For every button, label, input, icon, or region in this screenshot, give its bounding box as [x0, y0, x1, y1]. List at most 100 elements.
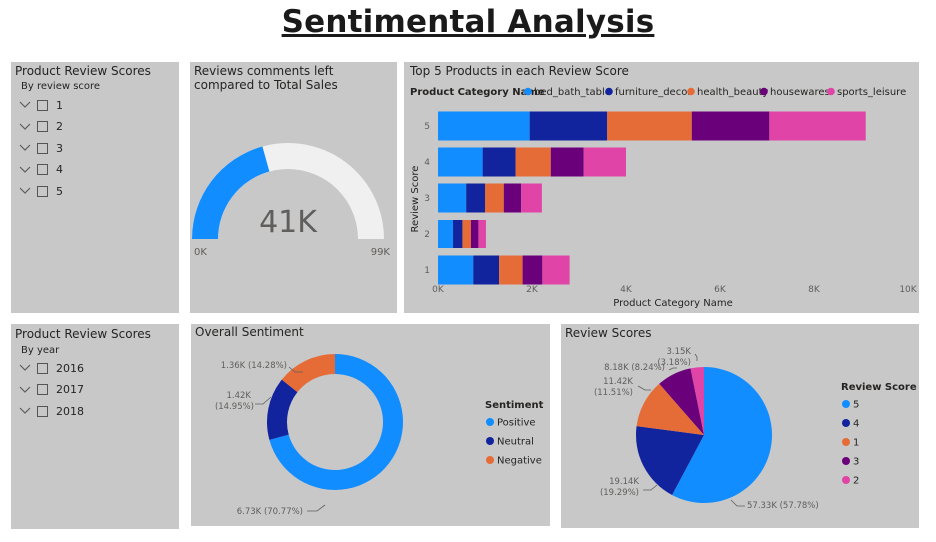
legend-marker	[486, 418, 494, 426]
legend-item[interactable]: health_beauty	[687, 87, 769, 98]
pie-slice[interactable]	[659, 368, 704, 435]
pie-slice[interactable]	[672, 367, 772, 503]
slicer-item-label: 2016	[56, 361, 84, 375]
legend-marker	[842, 419, 850, 427]
slicer-item[interactable]: 2018	[19, 402, 84, 420]
checkbox[interactable]	[37, 405, 48, 417]
checkbox[interactable]	[37, 164, 48, 175]
legend-item[interactable]: 3	[842, 457, 859, 468]
bar-segment[interactable]	[521, 183, 542, 213]
bar-segment[interactable]	[438, 111, 530, 141]
leader-line	[643, 484, 658, 491]
checkbox[interactable]	[37, 384, 48, 395]
legend-label: 1	[853, 438, 859, 449]
bar-segment[interactable]	[453, 220, 463, 248]
bar-segment[interactable]	[499, 255, 523, 285]
checkbox[interactable]	[37, 142, 48, 154]
checkbox[interactable]	[37, 99, 48, 111]
review-scores-pie-chart: 57.33K (57.78%) 19.14K(19.29%) 11.42K(11.5…	[594, 347, 917, 511]
chevron-down-icon[interactable]	[19, 165, 31, 175]
legend-label: furniture_decor	[615, 87, 692, 98]
slicer-item[interactable]: 1	[19, 96, 63, 114]
legend-label: 4	[853, 419, 859, 430]
checkbox[interactable]	[37, 362, 48, 374]
data-label: 1.42K	[227, 391, 252, 401]
chevron-down-icon[interactable]	[19, 406, 31, 416]
legend-item[interactable]: sports_leisure	[827, 87, 906, 98]
legend-item[interactable]: Neutral	[486, 437, 534, 448]
data-label: 19.14K	[609, 477, 639, 487]
chevron-down-icon[interactable]	[19, 122, 31, 132]
pie-slice[interactable]	[267, 379, 298, 440]
bar-segment[interactable]	[503, 183, 522, 213]
legend-item[interactable]: Negative	[486, 456, 542, 467]
legend-item[interactable]: 2	[842, 476, 859, 487]
page-title: Sentimental Analysis	[281, 4, 655, 40]
legend-item[interactable]: 4	[842, 419, 859, 430]
gauge-title: Reviews comments left compared to Total …	[194, 64, 338, 92]
legend-item[interactable]: bed_bath_table	[524, 87, 611, 98]
bar-segment[interactable]	[470, 220, 479, 248]
bar-segment[interactable]	[478, 220, 486, 248]
slicer-item[interactable]: 4	[19, 161, 63, 179]
legend-item[interactable]: housewares	[760, 87, 830, 98]
pie-slice[interactable]	[269, 354, 403, 490]
pie-slice[interactable]	[636, 426, 704, 496]
year-slicer: Product Review Scores By year 2016 2017 20…	[11, 324, 179, 529]
bar-segment[interactable]	[515, 147, 551, 177]
bar-segment[interactable]	[583, 147, 626, 177]
slicer-item[interactable]: 2016	[19, 359, 84, 377]
legend-label: health_beauty	[697, 87, 769, 98]
pie-slice[interactable]	[636, 383, 704, 435]
leader-line	[730, 499, 745, 507]
legend-item[interactable]: 5	[842, 400, 859, 411]
pie-slice[interactable]	[281, 354, 335, 393]
chevron-down-icon[interactable]	[19, 363, 31, 373]
bar-segment[interactable]	[485, 183, 504, 213]
legend-label: Neutral	[497, 437, 534, 448]
bar-segment[interactable]	[438, 183, 467, 213]
legend-label: bed_bath_table	[534, 87, 611, 98]
pie-slice[interactable]	[690, 367, 704, 435]
chevron-down-icon[interactable]	[19, 385, 31, 395]
slicer-item[interactable]: 2017	[19, 381, 84, 399]
bar-segment[interactable]	[522, 255, 543, 285]
legend-marker	[760, 87, 768, 96]
bar-segment[interactable]	[466, 183, 485, 213]
legend-item[interactable]: furniture_decor	[605, 87, 692, 98]
bar-segment[interactable]	[542, 255, 570, 285]
x-axis-label: Product Category Name	[613, 298, 733, 309]
legend-marker	[842, 476, 850, 484]
chevron-down-icon[interactable]	[19, 143, 31, 153]
sentiment-card: Overall Sentiment 6.73K (70.77%) 1.42K (14…	[191, 324, 550, 526]
legend-item[interactable]: Positive	[486, 418, 536, 429]
checkbox[interactable]	[37, 185, 48, 197]
x-tick-label: 2K	[526, 285, 539, 295]
bar-segment[interactable]	[550, 147, 584, 177]
checkbox[interactable]	[37, 121, 48, 132]
leader-line	[255, 396, 272, 405]
bar-segment[interactable]	[438, 255, 474, 285]
bar-segment[interactable]	[462, 220, 471, 248]
bar-segment[interactable]	[529, 111, 608, 141]
bar-segment[interactable]	[691, 111, 770, 141]
bar-segment[interactable]	[482, 147, 516, 177]
gauge-min-label: 0K	[194, 247, 207, 258]
legend-item[interactable]: 1	[842, 438, 859, 449]
chevron-down-icon[interactable]	[19, 186, 31, 196]
slicer-item[interactable]: 2	[19, 118, 63, 136]
bar-segment[interactable]	[438, 147, 483, 177]
slicer-item[interactable]: 3	[19, 139, 63, 157]
bar-segment[interactable]	[769, 111, 866, 141]
review-scores-card: Review Scores 57.33K (57.78%) 19.14K (19.2…	[561, 324, 919, 528]
bar-segment[interactable]	[473, 255, 500, 285]
legend-title: Review Score	[841, 382, 917, 393]
chevron-down-icon[interactable]	[19, 100, 31, 110]
slicer-item-label: 1	[56, 98, 63, 112]
bar-segment[interactable]	[438, 220, 454, 248]
slicer-item[interactable]: 5	[19, 182, 63, 200]
bar-segment[interactable]	[607, 111, 692, 141]
legend-label: 5	[853, 400, 859, 411]
x-tick-label: 4K	[620, 285, 633, 295]
slicer-subtitle: By year	[21, 345, 60, 356]
